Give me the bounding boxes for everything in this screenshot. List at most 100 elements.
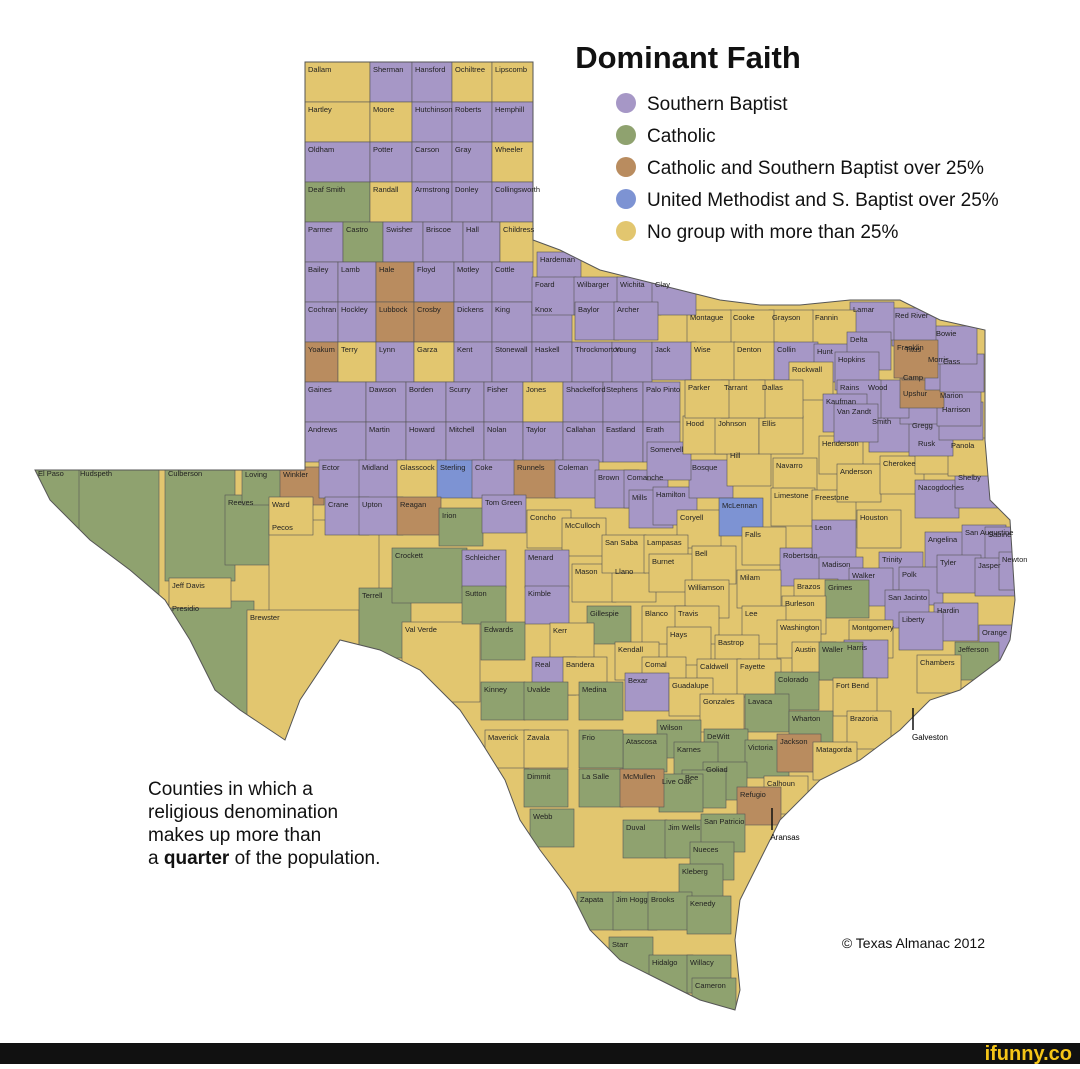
- county: [936, 554, 982, 594]
- county: [622, 819, 668, 859]
- county: [714, 415, 760, 455]
- county-name: Jackson: [780, 737, 808, 746]
- county-name: Terry: [341, 345, 358, 354]
- county-name: Trinity: [882, 555, 902, 564]
- county-name: Fort Bend: [836, 681, 869, 690]
- county: [824, 579, 870, 619]
- legend-label: Catholic: [647, 126, 716, 147]
- county-name: Swisher: [386, 225, 413, 234]
- county-name: Austin: [795, 645, 816, 654]
- county: [396, 459, 442, 499]
- county-name: Starr: [612, 940, 629, 949]
- note-line: a quarter of the population.: [148, 848, 380, 869]
- legend-swatch: [616, 93, 636, 113]
- county-name: Hill: [730, 451, 741, 460]
- county: [523, 681, 569, 721]
- county-name: Real: [535, 660, 551, 669]
- county-name: San Augustine: [965, 528, 1013, 537]
- county-name: Shelby: [958, 473, 981, 482]
- county-name: San Saba: [605, 538, 639, 547]
- county: [562, 381, 604, 423]
- county-name: Burnet: [652, 557, 675, 566]
- county: [832, 677, 878, 717]
- county-name: Kimble: [528, 589, 551, 598]
- county: [699, 693, 745, 733]
- county-name: Travis: [678, 609, 698, 618]
- county-name: Ellis: [762, 419, 776, 428]
- county-name: Coryell: [680, 513, 704, 522]
- county-name: Parker: [688, 383, 711, 392]
- county: [916, 654, 962, 694]
- county-name: Crosby: [417, 305, 441, 314]
- county-name: Edwards: [484, 625, 513, 634]
- county: [554, 459, 600, 499]
- county: [375, 341, 415, 383]
- county-name: Johnson: [718, 419, 746, 428]
- county: [337, 341, 377, 383]
- county-name: Angelina: [928, 535, 958, 544]
- note-bold: quarter: [164, 848, 230, 869]
- county-name: Fayette: [740, 662, 765, 671]
- county-name: Gray: [455, 145, 472, 154]
- county-name: Houston: [860, 513, 888, 522]
- county: [578, 681, 624, 721]
- county: [499, 221, 534, 263]
- county-name: Hood: [686, 419, 704, 428]
- legend-label: United Methodist and S. Baptist over 25%: [647, 190, 999, 211]
- county-name: La Salle: [582, 772, 609, 781]
- county-name: Crockett: [395, 551, 424, 560]
- county-name: Brooks: [651, 895, 675, 904]
- county-name: Goliad: [706, 765, 728, 774]
- county: [736, 658, 782, 698]
- county: [624, 672, 670, 712]
- county-name: Wheeler: [495, 145, 523, 154]
- county-name: Borden: [409, 385, 433, 394]
- county-name: Montague: [690, 313, 723, 322]
- county-name: Harrison: [942, 405, 970, 414]
- county: [491, 62, 534, 103]
- county-name: Camp: [903, 373, 923, 382]
- county-name: Hemphill: [495, 105, 525, 114]
- note-line: Counties in which a: [148, 779, 313, 800]
- county-name: Foard: [535, 280, 555, 289]
- county-name: Moore: [373, 105, 394, 114]
- county: [811, 309, 857, 349]
- county-name: Lampasas: [647, 538, 682, 547]
- county-name: Calhoun: [767, 779, 795, 788]
- county-name: Hutchinson: [415, 105, 453, 114]
- county: [491, 141, 534, 183]
- county-name: Sabine: [988, 530, 1011, 539]
- county: [453, 301, 493, 343]
- county-name: Hall: [466, 225, 479, 234]
- county-name: Erath: [646, 425, 664, 434]
- county-name: Sherman: [373, 65, 403, 74]
- county-name: Lipscomb: [495, 65, 527, 74]
- county: [684, 379, 730, 419]
- county-name: Nacogdoches: [918, 483, 964, 492]
- county: [337, 261, 377, 303]
- county: [522, 381, 564, 423]
- county-name: Carson: [415, 145, 439, 154]
- county-name: Smith: [872, 417, 891, 426]
- county-name: Lubbock: [379, 305, 408, 314]
- county-name: Dallas: [762, 383, 783, 392]
- county: [411, 101, 453, 143]
- county-name: Randall: [373, 185, 399, 194]
- county: [549, 622, 595, 662]
- county-name: Anderson: [840, 467, 872, 476]
- county-name: Kleberg: [682, 867, 708, 876]
- county-name: Gregg: [912, 421, 933, 430]
- county: [365, 421, 407, 463]
- county: [611, 341, 653, 383]
- county-name: Donley: [455, 185, 479, 194]
- county-name: Madison: [822, 560, 850, 569]
- watermark-bar: [0, 1043, 1080, 1064]
- county: [453, 341, 493, 383]
- county: [483, 421, 524, 463]
- county-name: Hardeman: [540, 255, 575, 264]
- county-name: Bosque: [692, 463, 717, 472]
- county-name: Delta: [850, 335, 868, 344]
- county: [691, 545, 737, 585]
- county: [401, 621, 481, 703]
- county-name: Haskell: [535, 345, 560, 354]
